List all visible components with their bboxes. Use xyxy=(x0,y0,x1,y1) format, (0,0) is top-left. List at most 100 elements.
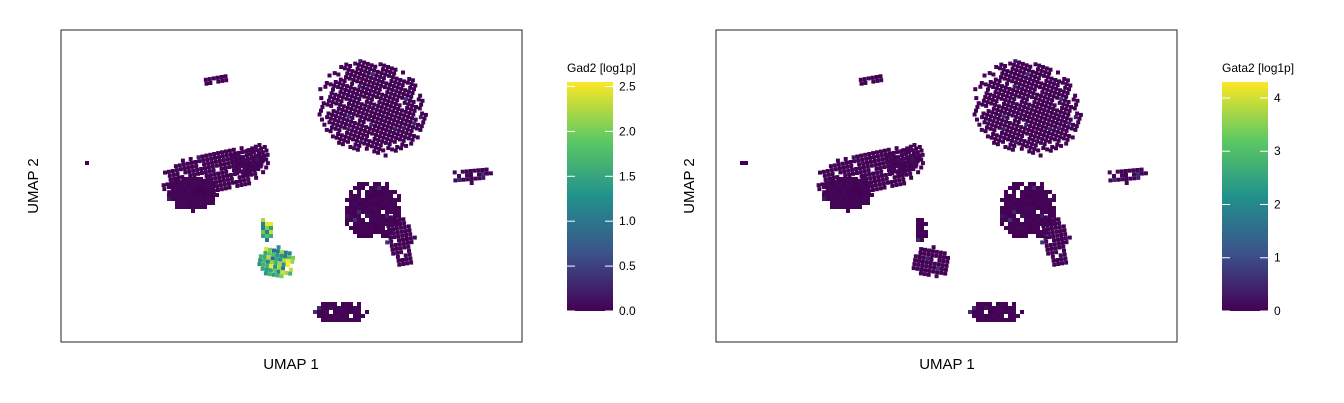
hex-cell xyxy=(349,318,353,322)
hex-cell xyxy=(883,152,888,157)
hex-cell xyxy=(397,103,402,108)
hex-cell xyxy=(211,168,216,173)
hex-cell xyxy=(206,161,211,166)
hex-cell xyxy=(341,314,345,318)
hex-cell xyxy=(1049,110,1054,115)
hex-cell xyxy=(896,155,900,160)
hex-cell xyxy=(1025,84,1030,89)
hex-cell xyxy=(376,91,381,96)
hex-cell xyxy=(1068,117,1073,122)
hex-cell xyxy=(402,126,406,131)
hex-cell xyxy=(392,71,397,76)
hex-cell xyxy=(328,116,333,121)
hex-cell xyxy=(931,245,936,250)
hex-cell xyxy=(1040,90,1045,95)
hex-cell xyxy=(1004,194,1008,198)
hex-cell xyxy=(334,114,338,119)
hex-cell xyxy=(237,175,242,180)
hex-cell xyxy=(355,126,360,131)
hex-cell xyxy=(401,92,406,96)
hex-cell xyxy=(403,109,408,114)
hex-cell xyxy=(357,190,361,194)
hex-cell xyxy=(165,182,170,187)
hex-cell xyxy=(183,189,187,193)
hex-cell xyxy=(361,198,365,202)
hex-cell xyxy=(349,194,353,198)
hex-cell xyxy=(896,174,901,179)
hex-cell xyxy=(346,127,351,132)
hex-cell xyxy=(972,310,976,314)
hex-cell xyxy=(215,184,219,189)
hex-cell xyxy=(203,205,207,209)
hex-cell xyxy=(1012,84,1017,89)
hex-cell xyxy=(402,79,406,84)
hex-cell xyxy=(854,193,858,197)
hex-cell xyxy=(397,242,402,247)
hex-cell xyxy=(1053,78,1058,82)
hex-cell xyxy=(1052,103,1057,108)
hex-cell xyxy=(845,164,850,169)
hex-cell xyxy=(1052,194,1056,198)
hex-cell xyxy=(273,261,278,265)
hex-cell xyxy=(347,136,352,141)
hex-cell xyxy=(1023,113,1028,118)
hex-cell xyxy=(917,258,921,263)
hex-cell xyxy=(317,314,321,318)
hex-cell xyxy=(1050,132,1055,137)
hex-cell xyxy=(1006,137,1011,142)
hex-cell xyxy=(1107,170,1112,175)
hex-cell xyxy=(899,149,904,154)
hex-cell xyxy=(261,218,265,222)
hex-cell xyxy=(226,181,231,186)
hex-cell xyxy=(325,314,329,318)
hex-cell xyxy=(870,188,875,192)
hex-cell xyxy=(234,180,239,184)
hex-cell xyxy=(261,226,265,230)
hex-cell xyxy=(180,175,185,180)
hex-cell xyxy=(1012,234,1016,238)
hex-cell xyxy=(350,69,355,74)
hex-cell xyxy=(982,73,987,78)
hex-cell xyxy=(394,136,399,141)
hex-cell xyxy=(375,82,380,87)
hex-cell xyxy=(1005,81,1010,86)
umap-cells xyxy=(740,59,1148,322)
hex-cell xyxy=(901,148,906,153)
hex-cell xyxy=(817,187,822,192)
hex-cell xyxy=(235,162,240,167)
x-axis-label: UMAP 1 xyxy=(919,356,975,373)
hex-cell xyxy=(211,185,215,189)
hex-cell xyxy=(280,270,285,275)
hex-cell xyxy=(190,164,195,169)
hex-cell xyxy=(399,133,404,138)
hex-cell xyxy=(360,76,365,81)
hex-cell xyxy=(337,310,341,314)
hex-cell xyxy=(928,264,933,269)
hex-cell xyxy=(901,157,906,161)
hex-cell xyxy=(1045,134,1050,139)
hex-cell xyxy=(1076,120,1081,125)
hex-cell xyxy=(1037,110,1042,115)
hex-cell xyxy=(1012,190,1016,194)
hex-cell xyxy=(253,153,258,158)
hex-cell xyxy=(381,148,386,153)
hex-cell xyxy=(1020,226,1024,230)
hex-cell xyxy=(1033,143,1038,148)
hex-cell xyxy=(988,126,993,131)
hex-cell xyxy=(999,75,1003,80)
hex-cell xyxy=(977,122,982,127)
hex-cell xyxy=(1046,231,1051,236)
hex-cell xyxy=(880,157,885,162)
hex-cell xyxy=(1040,124,1045,129)
hex-cell xyxy=(850,167,855,172)
hex-cell xyxy=(220,170,225,175)
hex-cell xyxy=(336,72,341,77)
hex-cell xyxy=(979,81,984,85)
hex-cell xyxy=(974,96,979,101)
hex-cell xyxy=(373,111,378,116)
hex-cell xyxy=(1030,141,1034,146)
hex-cell xyxy=(834,201,838,205)
hex-cell xyxy=(257,160,261,165)
hex-cell xyxy=(270,256,275,261)
hex-cell xyxy=(391,227,395,232)
